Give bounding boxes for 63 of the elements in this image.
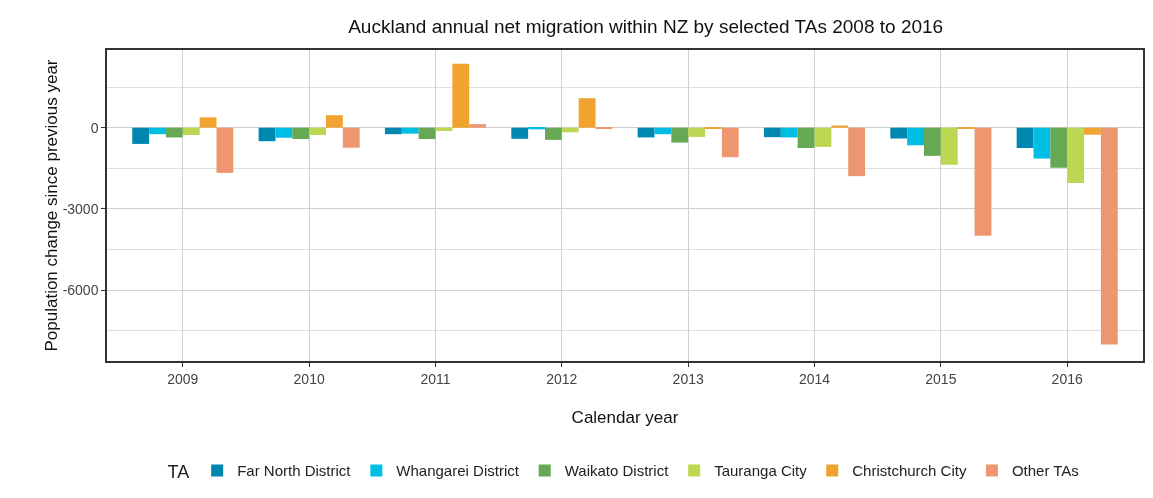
y-tick-label: -6000	[62, 281, 99, 298]
x-tick-label: 2009	[167, 370, 199, 387]
bar	[924, 127, 941, 156]
bar	[165, 127, 183, 138]
legend-label: Far North District	[237, 462, 352, 480]
bar	[401, 127, 419, 134]
chart-title: Auckland annual net migration within NZ by selected TAs 2008 to 2016	[348, 16, 944, 38]
bar	[763, 127, 781, 138]
bar	[890, 127, 908, 139]
bar	[797, 127, 815, 148]
bar	[814, 127, 832, 147]
bar	[309, 127, 326, 135]
bar	[258, 127, 276, 142]
bar	[1033, 127, 1051, 159]
bar	[1016, 127, 1034, 148]
legend-title: TA	[167, 461, 190, 482]
bar	[418, 127, 436, 140]
bar	[511, 127, 529, 139]
bar	[907, 127, 925, 146]
bar	[544, 127, 562, 140]
bar	[1100, 127, 1118, 345]
bar	[1067, 127, 1085, 183]
y-axis-title: Population change since previous year	[41, 59, 61, 352]
bar	[149, 127, 166, 135]
x-tick-label: 2012	[546, 370, 578, 387]
legend-label: Christchurch City	[852, 462, 967, 480]
y-tick-label: 0	[90, 119, 99, 136]
bar	[848, 127, 866, 177]
bar	[688, 127, 706, 137]
legend-label: Whangarei District	[396, 462, 520, 480]
y-tick-label: -3000	[62, 200, 99, 217]
bar	[1084, 127, 1101, 135]
bar	[831, 125, 849, 128]
x-tick-label: 2013	[672, 370, 704, 387]
bar	[578, 98, 596, 128]
bar	[780, 127, 798, 138]
bar	[199, 117, 217, 128]
bar	[940, 127, 958, 165]
legend-label: Waikato District	[564, 462, 670, 480]
legend-label: Other TAs	[1011, 462, 1079, 480]
x-axis-title: Calendar year	[571, 407, 679, 427]
bar	[325, 115, 343, 128]
bar	[182, 127, 200, 135]
bar	[342, 127, 360, 148]
bar	[275, 127, 293, 138]
bar	[384, 127, 402, 135]
bar	[216, 127, 234, 173]
x-tick-label: 2011	[420, 370, 451, 387]
x-tick-label: 2010	[293, 370, 325, 387]
bar	[469, 124, 487, 128]
x-tick-label: 2015	[925, 370, 957, 387]
bar	[654, 127, 672, 135]
x-tick-label: 2016	[1051, 370, 1083, 387]
bar	[452, 63, 470, 128]
bar	[671, 127, 689, 143]
legend-label: Tauranga City	[714, 462, 808, 480]
bar	[721, 127, 739, 158]
x-tick-label: 2014	[798, 370, 831, 387]
bar	[974, 127, 992, 236]
bar	[435, 127, 453, 131]
bar	[292, 127, 310, 140]
bar	[132, 127, 150, 144]
bar	[1050, 127, 1068, 168]
